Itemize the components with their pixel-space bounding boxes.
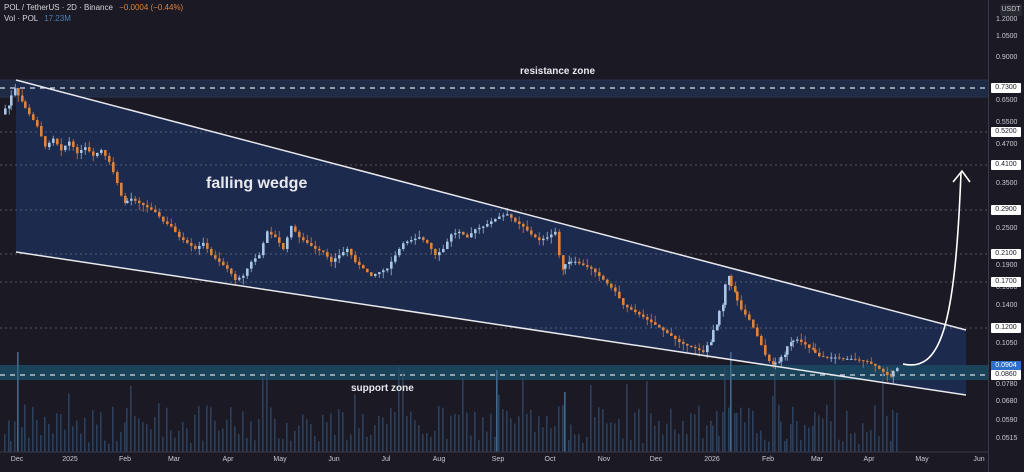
- level-price-badge: 0.2100: [991, 249, 1021, 259]
- price-tick-label: 0.0515: [996, 435, 1018, 442]
- level-price-badge: 0.0860: [991, 370, 1021, 380]
- candlesticks: [4, 83, 899, 384]
- symbol-title: POL / TetherUS · 2D · Binance: [4, 3, 113, 12]
- level-price-badge: 0.4100: [991, 160, 1021, 170]
- resistance-zone-label: resistance zone: [520, 66, 596, 77]
- last-price-badge: 0.0904: [991, 361, 1021, 371]
- time-tick-label: Jun: [973, 456, 985, 463]
- time-tick-label: May: [915, 456, 929, 463]
- price-tick-label: 0.1600: [996, 284, 1018, 291]
- volume-label: Vol · POL: [4, 14, 38, 23]
- time-tick-label: Mar: [810, 456, 824, 463]
- time-tick-label: Jun: [328, 456, 340, 463]
- time-tick-label: Aug: [432, 456, 446, 463]
- price-tick-label: 0.9000: [996, 54, 1018, 61]
- volume-value: 17.23M: [44, 14, 71, 23]
- falling-wedge-label: falling wedge: [206, 175, 308, 192]
- price-tick-label: 0.2500: [996, 225, 1018, 232]
- time-tick-label: Apr: [222, 456, 234, 463]
- time-tick-label: Nov: [597, 456, 611, 463]
- wedge-lower-trendline[interactable]: [15, 251, 967, 396]
- time-tick-label: Dec: [10, 456, 24, 463]
- price-tick-label: 0.0780: [996, 381, 1018, 388]
- time-tick-label: Feb: [761, 456, 775, 463]
- price-tick-label: 0.1900: [996, 262, 1018, 269]
- level-price-badge: 0.2900: [991, 205, 1021, 215]
- time-tick-label: 2026: [704, 456, 720, 463]
- time-tick-label: Oct: [544, 456, 556, 463]
- price-tick-label: 0.1050: [996, 340, 1018, 347]
- arrow-head-icon: [952, 169, 971, 183]
- price-tick-label: 0.0680: [996, 398, 1018, 405]
- volume-header[interactable]: Vol · POL 17.23M: [4, 14, 71, 23]
- falling-wedge-area: [16, 80, 966, 395]
- time-tick-label: Mar: [167, 456, 181, 463]
- support-zone-band: [0, 365, 988, 380]
- support-zone-label: support zone: [351, 383, 414, 394]
- symbol-header[interactable]: POL / TetherUS · 2D · Binance −0.0004 (−…: [4, 3, 183, 12]
- level-price-badge: 0.7300: [991, 83, 1021, 93]
- level-price-badge: 0.5200: [991, 127, 1021, 137]
- level-price-badge: 0.1200: [991, 323, 1021, 333]
- time-tick-label: Sep: [491, 456, 505, 463]
- price-tick-label: 0.4700: [996, 141, 1018, 148]
- time-tick-label: Apr: [863, 456, 875, 463]
- price-change: −0.0004 (−0.44%): [119, 3, 184, 12]
- price-tick-label: 0.3500: [996, 180, 1018, 187]
- time-tick-label: Dec: [649, 456, 663, 463]
- wedge-upper-trendline[interactable]: [15, 79, 967, 331]
- level-price-badge: 0.1700: [991, 277, 1021, 287]
- time-tick-label: Jul: [381, 456, 391, 463]
- price-tick-label: 0.5500: [996, 119, 1018, 126]
- price-tick-label: 1.2000: [996, 16, 1018, 23]
- price-tick-label: 0.0590: [996, 417, 1018, 424]
- price-tick-label: 0.6500: [996, 97, 1018, 104]
- price-tick-label: 1.0500: [996, 33, 1018, 40]
- time-tick-label: May: [273, 456, 287, 463]
- projection-arrow[interactable]: [902, 171, 962, 366]
- price-tick-label: 0.1400: [996, 302, 1018, 309]
- currency-button[interactable]: USDT: [1000, 4, 1022, 16]
- volume-bars: [4, 352, 898, 452]
- time-tick-label: Feb: [118, 456, 132, 463]
- time-tick-label: 2025: [62, 456, 78, 463]
